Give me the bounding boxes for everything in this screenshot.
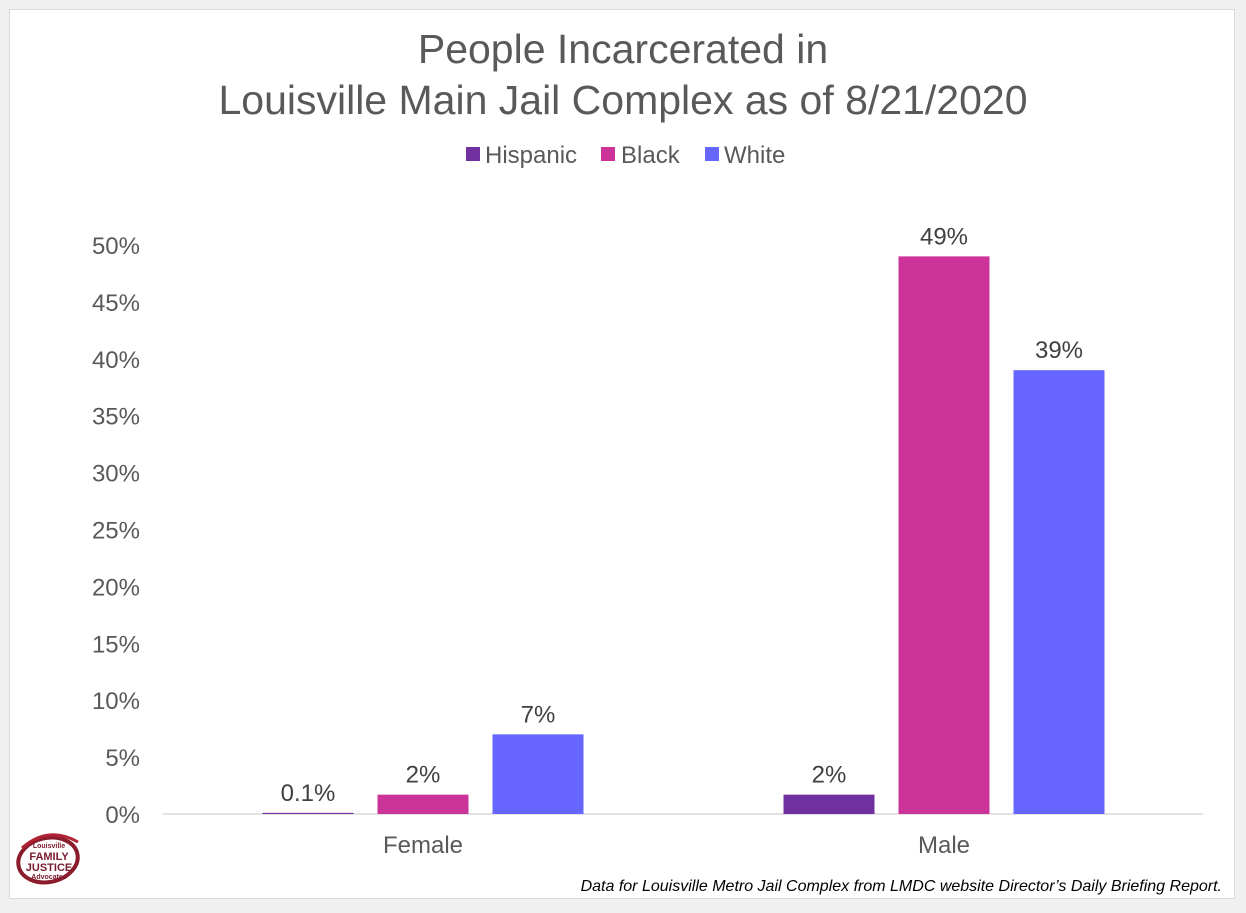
y-tick-label: 30%: [92, 461, 140, 488]
category-label-male: Male: [918, 832, 970, 859]
legend: Hispanic Black White: [466, 142, 785, 169]
bar-male-black: [898, 256, 990, 814]
y-tick-label: 45%: [92, 290, 140, 317]
y-tick-label: 40%: [92, 347, 140, 374]
value-labels: 0.1% 2% 7% 2% 49% 39%: [281, 223, 1083, 806]
family-justice-logo: Louisville FAMILY JUSTICE Advocates: [16, 833, 80, 885]
value-label-female-white: 7%: [521, 701, 556, 728]
y-tick-label: 50%: [92, 233, 140, 260]
legend-label-black: Black: [621, 142, 681, 169]
y-tick-label: 10%: [92, 688, 140, 715]
logo-text-line-3: JUSTICE: [26, 862, 72, 874]
value-label-male-black: 49%: [920, 223, 968, 250]
category-label-female: Female: [383, 832, 463, 859]
bar-male-hispanic: [783, 794, 875, 814]
bar-female-hispanic: [262, 812, 354, 814]
value-label-male-hispanic: 2%: [812, 762, 847, 789]
chart-title-line-1: People Incarcerated in: [418, 26, 828, 72]
legend-swatch-black: [601, 147, 615, 161]
legend-label-white: White: [724, 142, 785, 169]
value-label-female-black: 2%: [406, 762, 441, 789]
value-label-male-white: 39%: [1035, 337, 1083, 364]
bar-male-white: [1013, 370, 1105, 814]
bar-female-white: [492, 734, 584, 814]
value-label-female-hispanic: 0.1%: [281, 780, 336, 807]
y-axis-ticks: 0% 5% 10% 15% 20% 25% 30% 35% 40% 45% 50%: [92, 233, 140, 829]
y-tick-label: 0%: [105, 802, 140, 829]
y-tick-label: 15%: [92, 631, 140, 658]
legend-swatch-hispanic: [466, 147, 480, 161]
bar-female-black: [377, 794, 469, 814]
legend-label-hispanic: Hispanic: [485, 142, 577, 169]
logo-text-line-4: Advocates: [31, 874, 67, 881]
footnote: Data for Louisville Metro Jail Complex f…: [581, 878, 1222, 895]
y-tick-label: 25%: [92, 518, 140, 545]
logo-text-line-1: Louisville: [33, 843, 65, 850]
y-tick-label: 35%: [92, 404, 140, 431]
legend-swatch-white: [705, 147, 719, 161]
bars: [262, 256, 1105, 814]
y-tick-label: 20%: [92, 574, 140, 601]
chart-title-line-2: Louisville Main Jail Complex as of 8/21/…: [218, 77, 1027, 123]
y-tick-label: 5%: [105, 745, 140, 772]
logo-text-line-2: FAMILY: [29, 851, 69, 863]
